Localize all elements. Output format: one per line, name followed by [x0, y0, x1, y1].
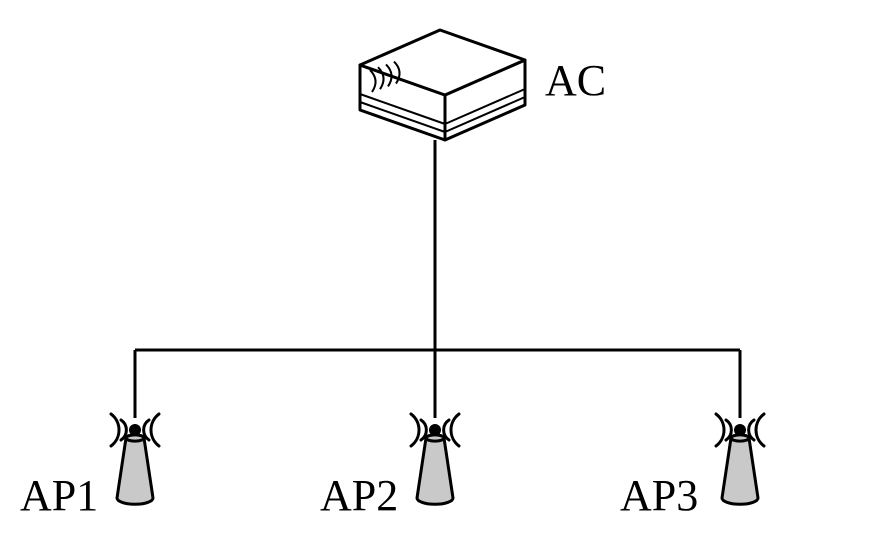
ap1-label: AP1: [20, 470, 98, 521]
ap2-icon: [411, 414, 459, 504]
ap1-icon: [111, 414, 159, 504]
ac-label: AC: [545, 55, 606, 106]
diagram-canvas: [0, 0, 875, 557]
ac-device-icon: [360, 30, 525, 140]
ap3-icon: [716, 414, 764, 504]
ap2-label: AP2: [320, 470, 398, 521]
ap3-label: AP3: [620, 470, 698, 521]
